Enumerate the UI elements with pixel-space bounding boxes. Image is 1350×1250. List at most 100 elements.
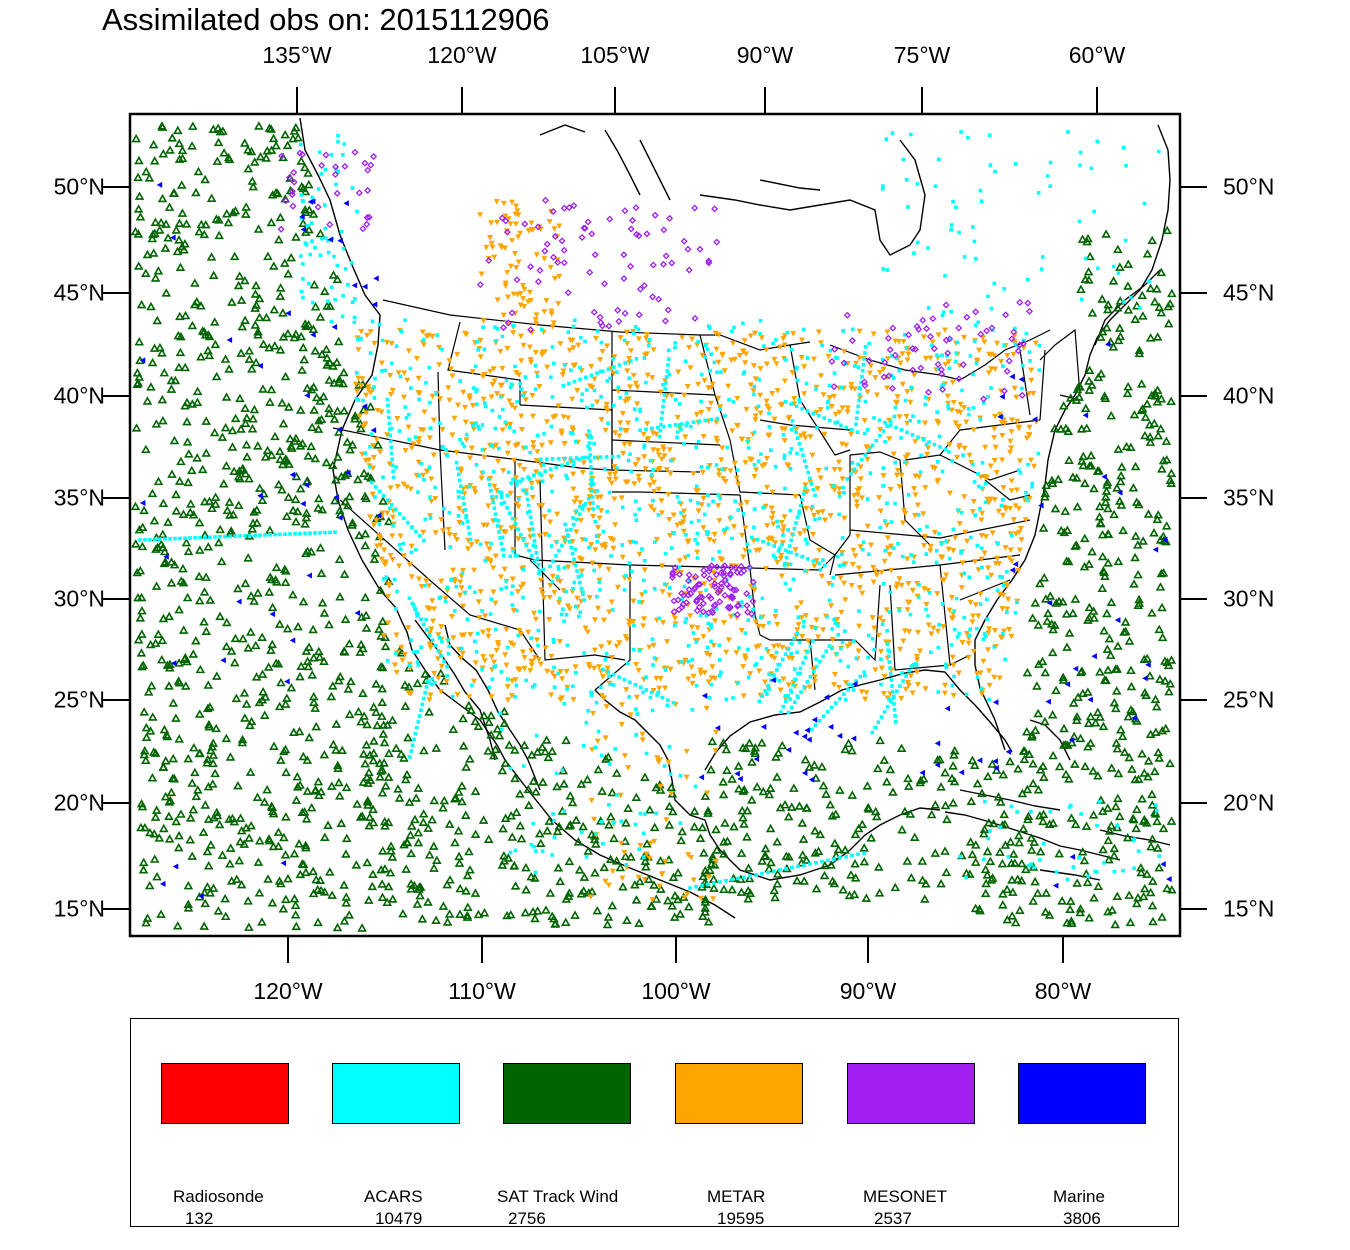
acars-marker xyxy=(476,348,480,352)
sat-wind-marker xyxy=(334,374,345,384)
metar-marker xyxy=(779,528,786,535)
acars-marker xyxy=(580,392,585,396)
right-lat-label: 20°N xyxy=(1223,789,1275,816)
acars-marker xyxy=(967,412,971,417)
acars-marker xyxy=(499,670,504,674)
sat-wind-marker xyxy=(183,546,194,556)
sat-wind-marker xyxy=(926,809,937,819)
acars-marker xyxy=(478,542,483,547)
acars-marker xyxy=(826,405,830,410)
metar-marker xyxy=(519,283,526,289)
acars-marker xyxy=(465,519,470,524)
metar-marker xyxy=(405,424,412,431)
sat-wind-marker xyxy=(355,812,366,821)
metar-marker xyxy=(643,331,650,338)
sat-wind-marker xyxy=(1033,620,1044,629)
acars-marker xyxy=(293,532,297,536)
sat-wind-marker xyxy=(291,232,301,241)
acars-marker xyxy=(936,367,941,371)
metar-marker xyxy=(942,361,949,368)
sat-wind-marker xyxy=(249,507,259,516)
acars-marker xyxy=(703,343,708,348)
sat-wind-marker xyxy=(721,744,732,754)
metar-marker xyxy=(436,362,443,368)
metar-marker xyxy=(715,503,722,509)
acars-marker xyxy=(586,496,591,501)
sat-wind-marker xyxy=(1140,687,1150,697)
metar-marker xyxy=(487,559,494,565)
acars-marker xyxy=(709,417,714,422)
sat-wind-marker xyxy=(387,852,398,861)
sat-wind-marker xyxy=(164,611,174,621)
metar-marker xyxy=(530,440,537,446)
sat-wind-marker xyxy=(988,818,999,828)
sat-wind-marker xyxy=(527,750,537,759)
sat-wind-marker xyxy=(406,848,416,858)
metar-marker xyxy=(961,494,968,500)
acars-marker xyxy=(712,360,717,365)
sat-wind-marker xyxy=(209,317,220,326)
metar-marker xyxy=(458,632,465,639)
sat-wind-marker xyxy=(1096,518,1106,528)
acars-marker xyxy=(568,431,573,435)
metar-marker xyxy=(1006,626,1013,633)
acars-marker xyxy=(835,420,840,425)
sat-wind-marker xyxy=(147,712,158,721)
metar-marker xyxy=(725,383,732,390)
acars-marker xyxy=(329,152,334,157)
acars-marker xyxy=(923,402,927,407)
sat-wind-marker xyxy=(1113,556,1124,566)
sat-wind-marker xyxy=(244,473,254,483)
sat-wind-marker xyxy=(254,293,265,303)
sat-wind-marker xyxy=(1137,749,1147,758)
acars-marker xyxy=(759,656,764,660)
sat-wind-marker xyxy=(150,812,161,821)
acars-marker xyxy=(163,537,167,541)
metar-marker xyxy=(635,336,642,342)
sat-wind-marker xyxy=(134,155,144,165)
acars-marker xyxy=(550,579,555,584)
sat-wind-marker xyxy=(257,917,267,926)
acars-marker xyxy=(742,875,746,879)
acars-marker xyxy=(529,521,534,525)
acars-marker xyxy=(1009,534,1014,538)
metar-marker xyxy=(906,599,913,606)
acars-marker xyxy=(459,484,463,489)
sat-wind-marker xyxy=(150,228,160,238)
metar-marker xyxy=(538,442,545,449)
sat-wind-marker xyxy=(1106,411,1117,420)
sat-wind-marker xyxy=(217,850,228,859)
acars-marker xyxy=(521,488,526,493)
acars-marker xyxy=(527,548,531,553)
sat-wind-marker xyxy=(1157,602,1167,612)
acars-marker xyxy=(388,439,393,444)
metar-marker xyxy=(462,419,469,426)
acars-marker xyxy=(714,607,719,611)
metar-marker xyxy=(748,457,755,463)
sat-wind-marker xyxy=(309,697,319,707)
acars-marker xyxy=(301,295,305,300)
sat-wind-marker xyxy=(203,754,213,764)
acars-marker xyxy=(935,410,939,415)
metar-marker xyxy=(902,686,909,693)
acars-marker xyxy=(673,345,677,350)
acars-marker xyxy=(694,445,698,449)
sat-wind-marker xyxy=(917,856,928,865)
acars-marker xyxy=(829,705,834,710)
acars-marker xyxy=(731,400,736,404)
acars-marker xyxy=(203,535,207,540)
metar-marker xyxy=(563,668,570,675)
sat-wind-marker xyxy=(1098,844,1108,854)
sat-wind-marker xyxy=(700,894,711,904)
metar-marker xyxy=(541,595,548,601)
acars-marker xyxy=(585,405,589,410)
sat-wind-marker xyxy=(145,726,156,735)
sat-wind-marker xyxy=(282,623,293,633)
metar-marker xyxy=(547,519,554,525)
sat-wind-marker xyxy=(358,405,369,414)
sat-wind-marker xyxy=(244,922,254,931)
metar-marker xyxy=(905,580,912,587)
metar-marker xyxy=(667,470,674,477)
metar-marker xyxy=(916,648,923,655)
acars-marker xyxy=(790,865,794,870)
